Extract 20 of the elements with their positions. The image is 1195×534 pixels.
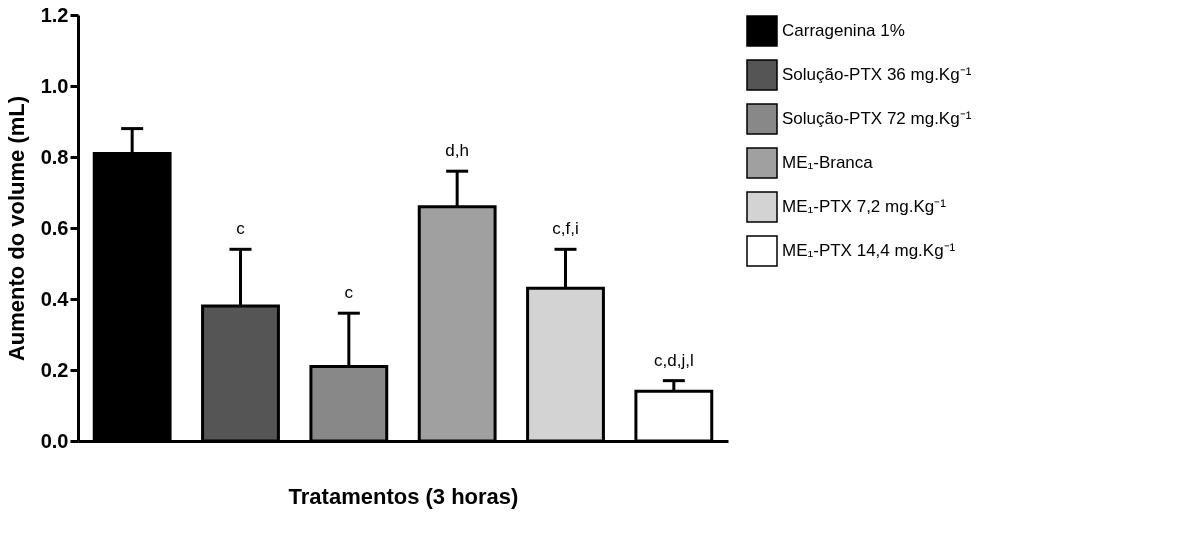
y-tick-label: 0.0 [40, 429, 69, 452]
annotation: c,f,i [552, 219, 579, 239]
legend-label: ME₁-Branca [782, 153, 874, 172]
annotation: c [344, 283, 354, 303]
annotation: c,d,j,l [653, 350, 694, 370]
legend-label: Solução-PTX 72 mg.Kg⁻¹ [782, 109, 972, 128]
legend-label: ME₁-PTX 7,2 mg.Kg⁻¹ [782, 197, 947, 216]
legend-label: ME₁-PTX 14,4 mg.Kg⁻¹ [782, 241, 956, 260]
legend-label: Carragenina 1% [782, 21, 905, 40]
legend-label: Solução-PTX 36 mg.Kg⁻¹ [782, 65, 972, 84]
y-tick-label: 0.8 [40, 145, 69, 168]
annotation: c [236, 219, 246, 239]
x-axis-title: Tratamentos (3 horas) [288, 483, 519, 509]
y-tick-label: 1.2 [40, 3, 69, 26]
y-tick-label: 0.4 [40, 287, 70, 310]
y-tick-label: 0.6 [40, 216, 69, 239]
annotation: d,h [445, 141, 469, 161]
y-tick-label: 1.0 [40, 74, 69, 97]
y-axis-title: Aumento do volume (mL) [3, 95, 29, 362]
y-tick-label: 0.2 [40, 358, 69, 381]
